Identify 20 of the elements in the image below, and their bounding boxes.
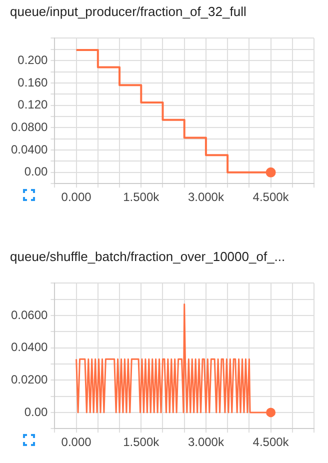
- x-tick-label: 0.000: [61, 190, 92, 204]
- x-tick-label: 4.500k: [252, 190, 290, 204]
- x-tick-label: 3.000k: [188, 435, 225, 450]
- y-tick-label: 0.0800: [11, 120, 48, 134]
- x-tick-label: 4.500k: [252, 435, 290, 450]
- y-tick-label: 0.120: [18, 98, 48, 112]
- chart-title: queue/shuffle_batch/fraction_over_10000_of_...: [10, 249, 286, 264]
- x-tick-label: 1.500k: [123, 435, 160, 450]
- y-tick-label: 0.0200: [11, 372, 48, 386]
- x-tick-label: 3.000k: [188, 190, 225, 204]
- y-tick-label: 0.0400: [11, 142, 48, 156]
- chart-title: queue/input_producer/fraction_of_32_full: [10, 4, 246, 19]
- y-tick-label: 0.200: [18, 52, 48, 67]
- y-tick-label: 0.0600: [11, 308, 48, 322]
- x-tick-label: 0.000: [61, 435, 92, 450]
- y-tick-label: 0.00: [24, 164, 48, 179]
- x-tick-label: 1.500k: [123, 190, 160, 204]
- y-tick-label: 0.160: [18, 75, 48, 90]
- y-tick-label: 0.00: [24, 404, 48, 419]
- y-tick-label: 0.0400: [11, 340, 48, 354]
